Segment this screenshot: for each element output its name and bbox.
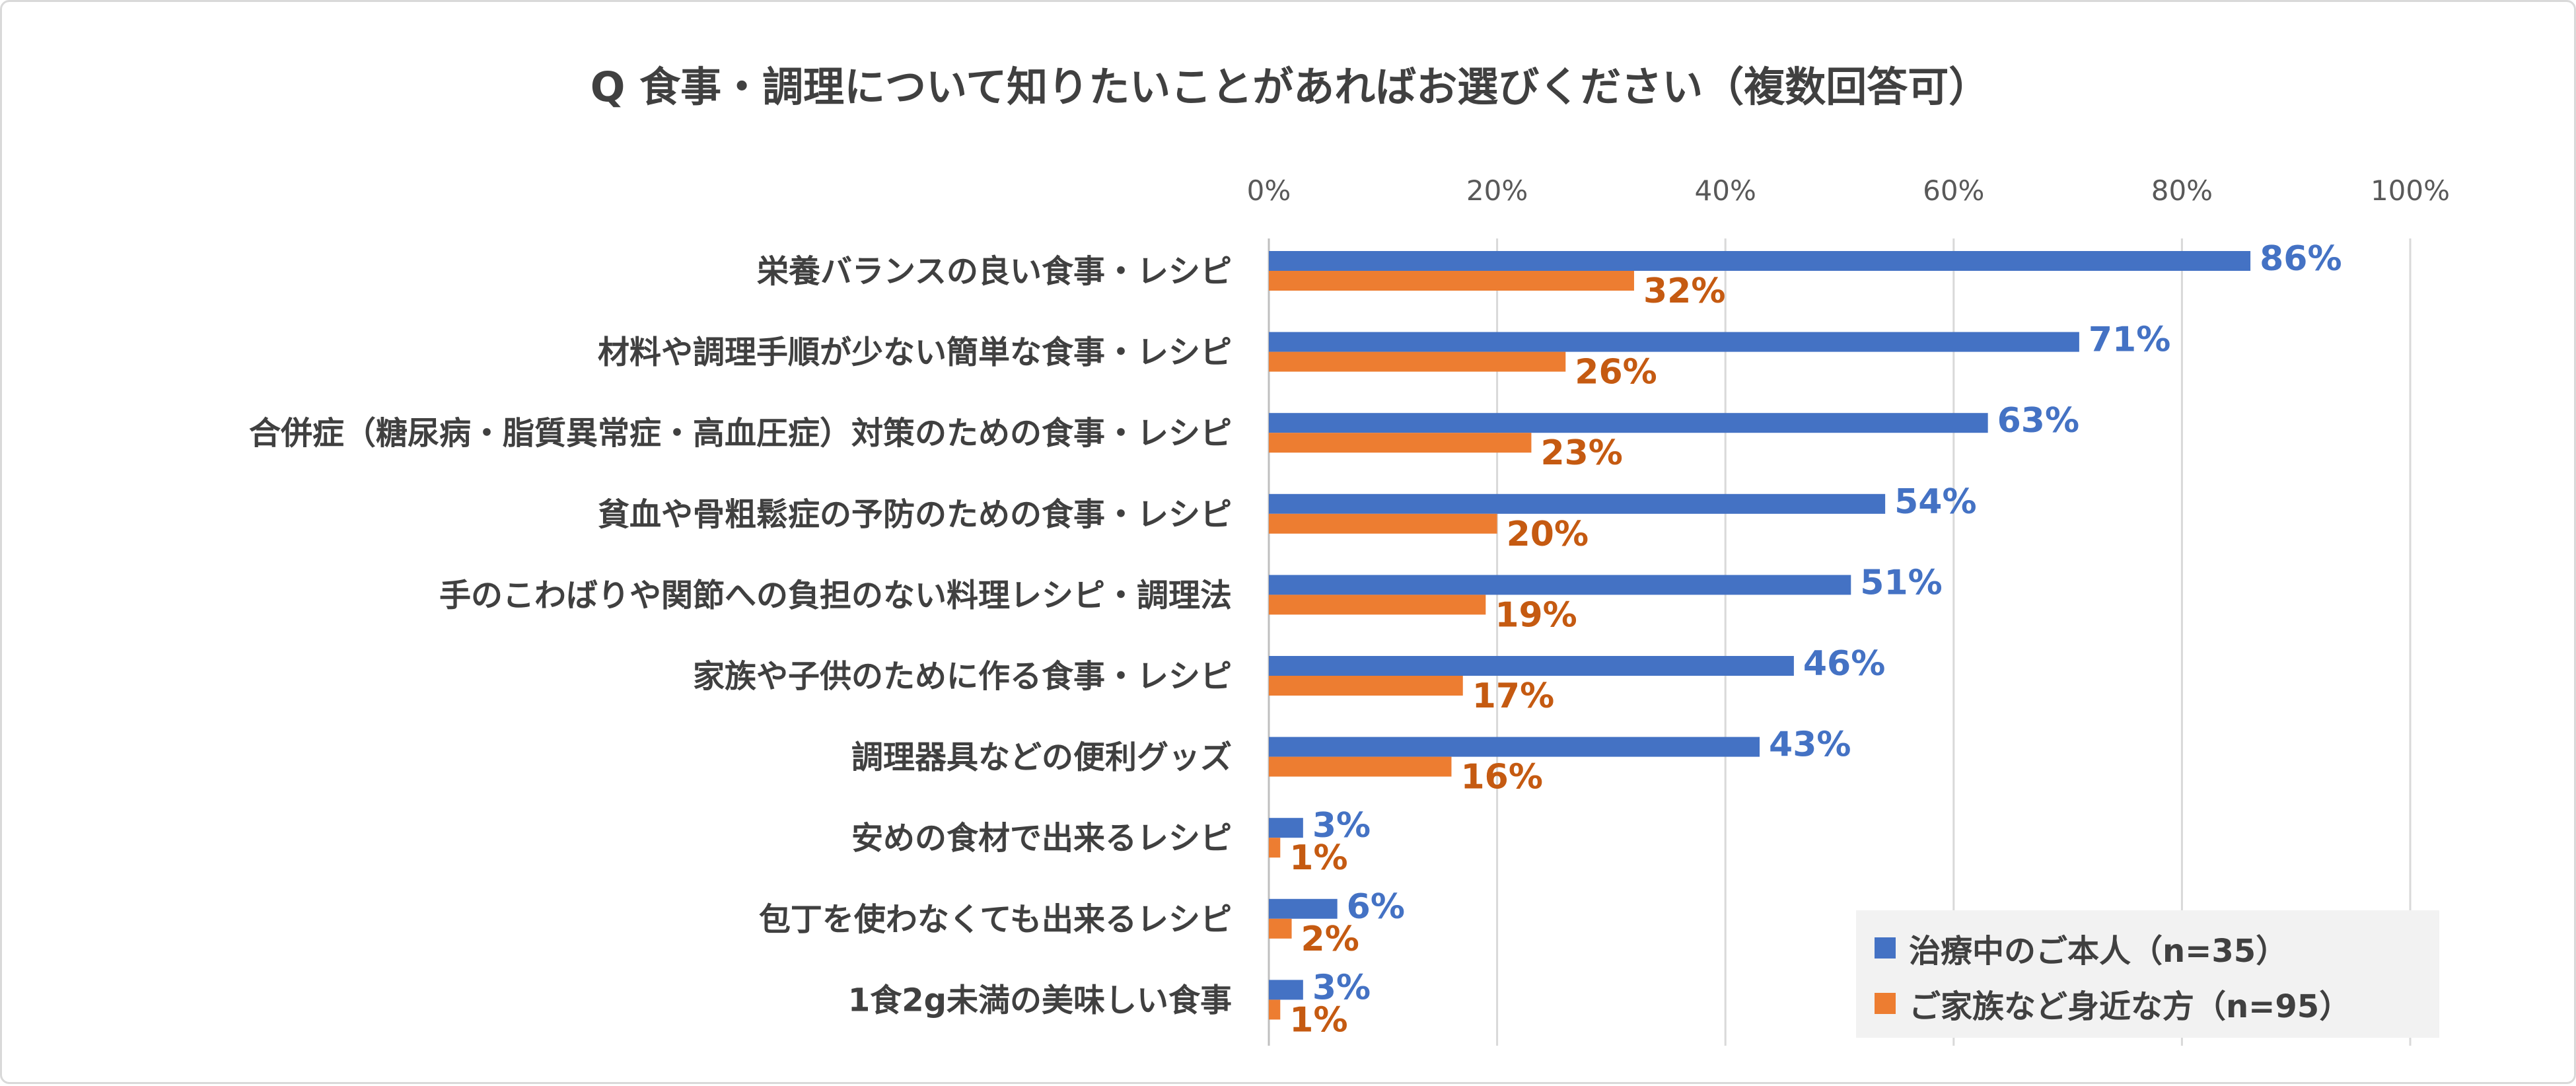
chart-title: Q 食事・調理について知りたいことがあればお選びください（複数回答可） bbox=[590, 63, 1990, 111]
bar-patient-7 bbox=[1269, 737, 1760, 757]
data-label-family-1: 32% bbox=[1643, 272, 1725, 311]
legend-swatch-family bbox=[1875, 993, 1896, 1014]
tick-label-100: 100% bbox=[2371, 174, 2450, 207]
category-label-2: 材料や調理手順が少ない簡単な食事・レシピ bbox=[598, 334, 1232, 371]
category-labels: 栄養バランスの良い食事・レシピ材料や調理手順が少ない簡単な食事・レシピ合併症（糖… bbox=[249, 253, 1232, 1019]
data-label-family-7: 16% bbox=[1460, 758, 1542, 797]
data-label-family-2: 26% bbox=[1575, 353, 1657, 392]
data-label-patient-5: 51% bbox=[1860, 563, 1942, 602]
bar-patient-8 bbox=[1269, 818, 1303, 838]
bar-family-2 bbox=[1269, 351, 1566, 372]
bar-family-7 bbox=[1269, 756, 1452, 777]
bar-family-9 bbox=[1269, 918, 1292, 939]
data-label-patient-7: 43% bbox=[1769, 725, 1851, 765]
category-label-8: 安めの食材で出来るレシピ bbox=[851, 820, 1232, 857]
data-label-patient-10: 3% bbox=[1312, 968, 1371, 1007]
legend-label-patient: 治療中のご本人（n=35） bbox=[1909, 933, 2288, 970]
bar-patient-3 bbox=[1269, 413, 1988, 433]
bar-patient-9 bbox=[1269, 898, 1338, 919]
data-label-patient-3: 63% bbox=[1997, 401, 2079, 441]
bar-family-6 bbox=[1269, 676, 1463, 696]
x-axis-ticks: 0% 20% 40% 60% 80% 100% bbox=[1247, 174, 2450, 207]
bar-family-1 bbox=[1269, 271, 1634, 291]
tick-label-0: 0% bbox=[1247, 174, 1291, 207]
data-label-family-3: 23% bbox=[1540, 433, 1622, 473]
bar-patient-2 bbox=[1269, 332, 2079, 352]
bar-family-3 bbox=[1269, 433, 1532, 453]
bar-patient-1 bbox=[1269, 251, 2251, 271]
bar-family-4 bbox=[1269, 513, 1497, 534]
tick-label-80: 80% bbox=[2151, 174, 2213, 207]
data-label-patient-9: 6% bbox=[1347, 887, 1405, 927]
bar-family-5 bbox=[1269, 595, 1486, 615]
data-label-family-10: 1% bbox=[1289, 1000, 1347, 1040]
category-label-5: 手のこわばりや関節への負担のない料理レシピ・調理法 bbox=[439, 577, 1232, 614]
tick-label-40: 40% bbox=[1695, 174, 1756, 207]
tick-label-20: 20% bbox=[1466, 174, 1528, 207]
bar-patient-4 bbox=[1269, 493, 1886, 514]
category-label-6: 家族や子供のために作る食事・レシピ bbox=[693, 658, 1232, 695]
category-label-4: 貧血や骨粗鬆症の予防のための食事・レシピ bbox=[598, 496, 1232, 533]
legend: 治療中のご本人（n=35） ご家族など身近な方（n=95） bbox=[1856, 910, 2439, 1038]
data-label-family-8: 1% bbox=[1289, 838, 1347, 878]
legend-item-family: ご家族など身近な方（n=95） bbox=[1875, 980, 2351, 1027]
legend-label-family: ご家族など身近な方（n=95） bbox=[1909, 988, 2351, 1025]
data-label-patient-2: 71% bbox=[2089, 320, 2170, 360]
data-label-family-9: 2% bbox=[1301, 920, 1359, 959]
bar-patient-5 bbox=[1269, 575, 1851, 595]
legend-swatch-patient bbox=[1875, 937, 1896, 959]
bar-patient-6 bbox=[1269, 656, 1794, 676]
bars bbox=[1269, 251, 2251, 1020]
data-labels: 86% 32% 71% 26% 63% 23% 54% 20% 51% 19% 46% 17% 43% 1… bbox=[1289, 239, 2342, 1040]
data-label-patient-8: 3% bbox=[1312, 806, 1371, 846]
bar-family-8 bbox=[1269, 838, 1281, 858]
tick-label-60: 60% bbox=[1923, 174, 1984, 207]
data-label-patient-1: 86% bbox=[2260, 239, 2342, 279]
category-label-1: 栄養バランスの良い食事・レシピ bbox=[757, 253, 1232, 290]
data-label-patient-6: 46% bbox=[1803, 644, 1885, 684]
data-label-family-4: 20% bbox=[1507, 515, 1589, 554]
legend-item-patient: 治療中のご本人（n=35） bbox=[1875, 925, 2287, 971]
data-label-family-6: 17% bbox=[1472, 676, 1554, 716]
data-label-patient-4: 54% bbox=[1894, 482, 1976, 522]
bar-patient-10 bbox=[1269, 980, 1303, 1000]
data-label-family-5: 19% bbox=[1495, 595, 1577, 635]
category-label-7: 調理器具などの便利グッズ bbox=[851, 739, 1232, 776]
category-label-10: 1食2g未満の美味しい食事 bbox=[848, 982, 1232, 1019]
category-label-9: 包丁を使わなくても出来るレシピ bbox=[759, 901, 1232, 938]
category-label-3: 合併症（糖尿病・脂質異常症・高血圧症）対策のための食事・レシピ bbox=[249, 415, 1232, 452]
bar-family-10 bbox=[1269, 999, 1281, 1020]
